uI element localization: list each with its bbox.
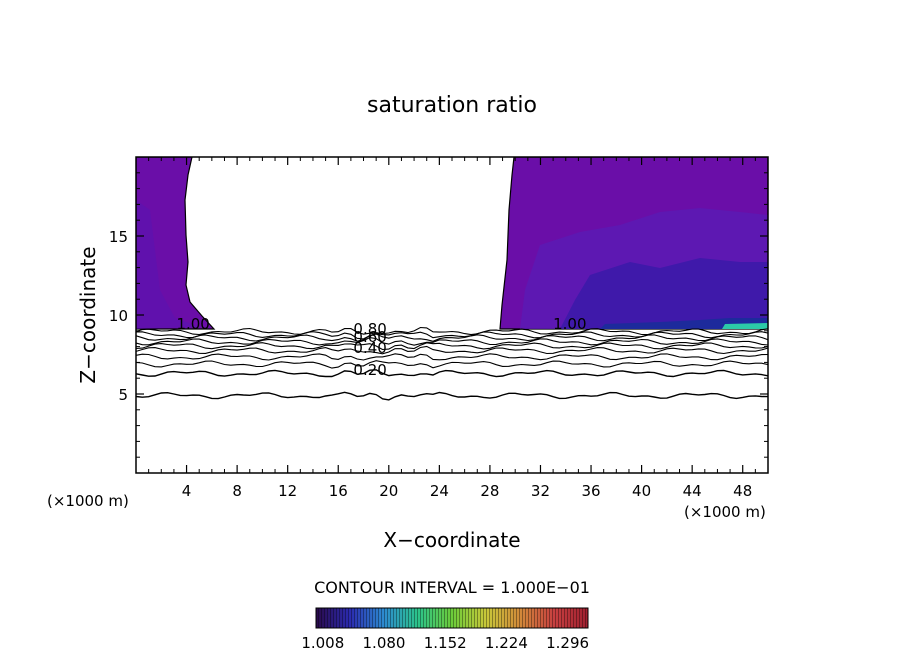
contour-label: 0.40 (353, 339, 386, 357)
contour-line (136, 337, 768, 346)
x-tick-label: 24 (430, 482, 449, 500)
x-tick-label: 8 (232, 482, 242, 500)
x-tick-label: 28 (480, 482, 499, 500)
x-tick-label: 20 (379, 482, 398, 500)
x-axis-label: X−coordinate (383, 528, 520, 552)
supersaturated-region-right-max (722, 323, 768, 329)
x-tick-label: 16 (329, 482, 348, 500)
y-tick-label: 5 (118, 386, 128, 404)
plot-area: 1.00 1.00 0.800.600.40 0.20 (136, 157, 768, 401)
contour-line (136, 391, 768, 401)
contour-label: 1.00 (553, 315, 586, 333)
colorbar-tick-label: 1.080 (363, 634, 406, 652)
contour-label: 0.20 (353, 361, 386, 379)
x-unit-label-left: (×1000 m) (47, 492, 129, 510)
contour-line (136, 342, 768, 351)
y-tick-label: 10 (109, 307, 128, 325)
contour-interval-label: CONTOUR INTERVAL = 1.000E−01 (314, 578, 590, 597)
contour-line (136, 345, 768, 355)
colorbar-frame (315, 607, 589, 629)
x-tick-label: 44 (683, 482, 702, 500)
y-tick-label: 15 (109, 228, 128, 246)
contour-label: 0.60 (353, 328, 386, 346)
x-tick-label: 12 (278, 482, 297, 500)
x-tick-label: 48 (733, 482, 752, 500)
supersaturated-region-left-inner (136, 200, 200, 329)
contour-line (136, 326, 768, 336)
contour-line (136, 331, 768, 340)
y-axis-ticks: 5 10 15 (109, 172, 768, 458)
chart-title: saturation ratio (367, 93, 537, 118)
contour-labels: 1.00 1.00 0.800.600.40 0.20 (176, 315, 586, 379)
colorbar-tick-label: 1.152 (424, 634, 467, 652)
supersaturated-region-right-inner-2 (560, 258, 768, 329)
x-tick-label: 40 (632, 482, 651, 500)
colorbar-segments (316, 608, 588, 628)
contour-line (136, 333, 768, 342)
contour-line (136, 353, 768, 361)
x-axis-ticks: 4 8 12 16 20 24 28 32 36 40 44 48 (148, 157, 756, 500)
contour-label: 1.00 (176, 315, 209, 333)
y-axis-label: Z−coordinate (76, 246, 100, 383)
contour-label: 0.80 (353, 320, 386, 338)
x-tick-label: 32 (531, 482, 550, 500)
colorbar-tick-labels: 1.008 1.080 1.152 1.224 1.296 (301, 634, 589, 652)
colorbar-tick-label: 1.008 (301, 634, 344, 652)
x-tick-label: 4 (182, 482, 192, 500)
x-tick-label: 36 (581, 482, 600, 500)
contour-line (136, 360, 768, 369)
colorbar-tick-label: 1.224 (485, 634, 528, 652)
colorbar-tick-label: 1.296 (546, 634, 589, 652)
contour-line (136, 369, 768, 378)
contour-lines (136, 326, 768, 401)
x-unit-label-right: (×1000 m) (684, 503, 766, 521)
